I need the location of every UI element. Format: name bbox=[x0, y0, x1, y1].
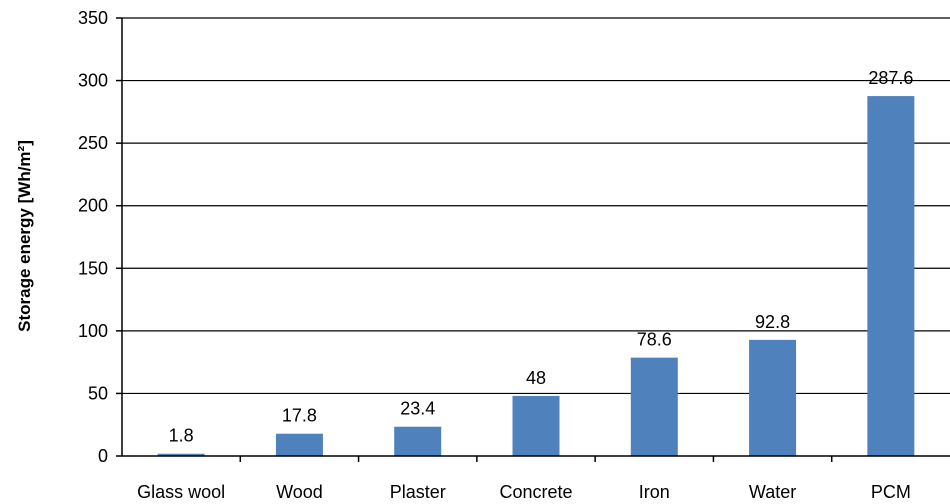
bar-iron bbox=[630, 357, 678, 456]
y-tick-label: 300 bbox=[78, 71, 108, 91]
bar-water bbox=[749, 339, 797, 456]
x-tick-label: Plaster bbox=[390, 482, 446, 502]
y-tick-label: 350 bbox=[78, 8, 108, 28]
x-tick-label: Wood bbox=[276, 482, 323, 502]
x-tick-label: PCM bbox=[871, 482, 911, 502]
y-tick-label: 50 bbox=[88, 383, 108, 403]
data-labels: 1.8 17.8 23.4 48 78.6 92.8 287.6 bbox=[169, 68, 914, 446]
data-label: 78.6 bbox=[637, 330, 672, 350]
axes-group bbox=[121, 18, 950, 457]
data-label: 1.8 bbox=[169, 426, 194, 446]
y-tick-labels: 0 50 100 150 200 250 300 350 bbox=[78, 8, 108, 466]
data-label: 17.8 bbox=[282, 406, 317, 426]
bar-pcm bbox=[867, 96, 915, 456]
x-tick-labels: Glass wool Wood Plaster Concrete Iron Water PC… bbox=[137, 482, 911, 502]
y-tick-label: 150 bbox=[78, 258, 108, 278]
bar-concrete bbox=[512, 395, 560, 456]
y-tick-label: 200 bbox=[78, 196, 108, 216]
y-tick-label: 100 bbox=[78, 321, 108, 341]
y-tick-label: 0 bbox=[98, 446, 108, 466]
x-tick-label: Water bbox=[749, 482, 796, 502]
bar-plaster bbox=[394, 426, 442, 456]
bars-group bbox=[157, 96, 915, 456]
data-label: 48 bbox=[526, 368, 546, 388]
data-label: 23.4 bbox=[400, 399, 435, 419]
bar-glass-wool bbox=[157, 453, 205, 456]
x-tick-label: Iron bbox=[639, 482, 670, 502]
bar-wood bbox=[275, 433, 323, 456]
x-tick-label: Glass wool bbox=[137, 482, 225, 502]
y-axis-title: Storage energy [Wh/m²] bbox=[15, 140, 34, 332]
grid-lines bbox=[116, 17, 950, 462]
x-tick-label: Concrete bbox=[499, 482, 572, 502]
data-label: 287.6 bbox=[868, 68, 913, 88]
data-label: 92.8 bbox=[755, 312, 790, 332]
y-tick-label: 250 bbox=[78, 133, 108, 153]
